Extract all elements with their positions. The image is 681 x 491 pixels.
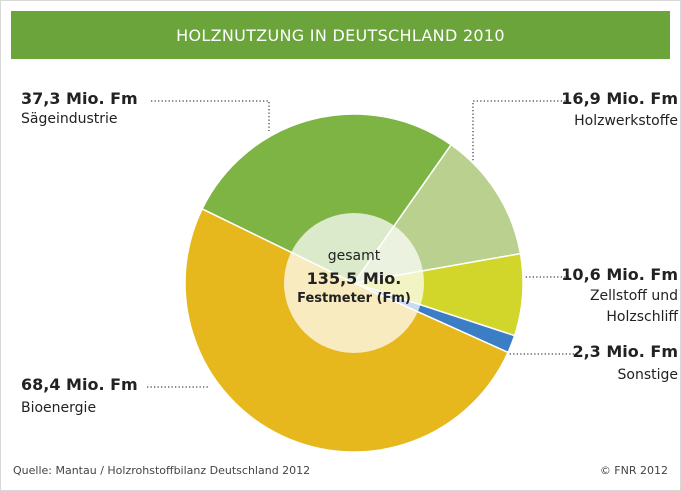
source: Quelle: Mantau / Holzrohstoffbilanz Deut… — [13, 464, 311, 477]
pie-slice — [201, 113, 453, 284]
chart-title: HOLZNUTZUNG IN DEUTSCHLAND 2010 — [11, 11, 670, 59]
center-label: 135,5 Mio. — [306, 269, 402, 288]
value-label: 2,3 Mio. Fm — [572, 342, 678, 361]
credit: © FNR 2012 — [599, 464, 668, 477]
center-label: Festmeter (Fm) — [297, 291, 411, 306]
category-label: Zellstoff und Holzschliff — [589, 288, 678, 325]
value-label: 16,9 Mio. Fm — [561, 89, 678, 108]
category-label: Bioenergie — [21, 400, 97, 416]
value-label: 10,6 Mio. Fm — [561, 265, 678, 284]
category-label: Holzwerkstoffe — [574, 113, 678, 129]
leader-line — [151, 100, 270, 131]
value-label: 37,3 Mio. Fm — [21, 89, 138, 108]
center-hole — [284, 213, 424, 353]
value-label: 68,4 Mio. Fm — [21, 375, 138, 394]
category-label: Sonstige — [617, 367, 679, 383]
category-label: Sägeindustrie — [21, 111, 118, 127]
leader-line — [472, 100, 569, 161]
center-label: gesamt — [327, 248, 381, 264]
